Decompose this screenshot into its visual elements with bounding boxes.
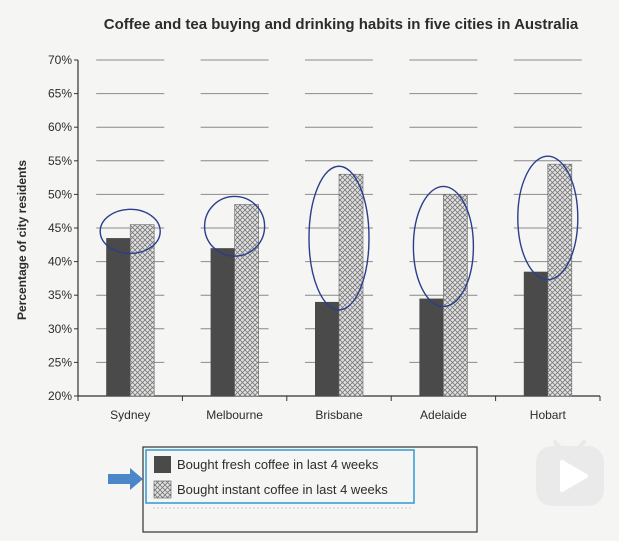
bar-fresh-coffee	[523, 271, 548, 396]
y-tick-label: 45%	[48, 221, 72, 235]
bar-fresh-coffee	[106, 238, 131, 396]
legend-highlight-box	[145, 449, 415, 504]
x-tick-label: Sydney	[110, 408, 150, 422]
y-tick-label: 25%	[48, 355, 72, 369]
x-tick-label: Brisbane	[315, 408, 363, 422]
y-tick-label: 35%	[48, 288, 72, 302]
legend-label-fresh-coffee: Bought fresh coffee in last 4 weeks	[177, 457, 379, 472]
legend: Bought fresh coffee in last 4 weeks Boug…	[142, 446, 478, 533]
pointer-arrow-icon	[108, 468, 143, 490]
y-tick-label: 70%	[48, 53, 72, 67]
y-tick-label: 55%	[48, 154, 72, 168]
bar-instant-coffee	[443, 194, 468, 397]
highlight-circle	[412, 185, 475, 308]
x-tick-label: Melbourne	[206, 408, 263, 422]
legend-box	[142, 446, 478, 533]
chart-title: Coffee and tea buying and drinking habit…	[104, 16, 579, 33]
x-tick-label: Hobart	[530, 408, 567, 422]
y-axis-label: Percentage of city residents	[15, 160, 29, 320]
highlight-circle	[203, 195, 266, 257]
bar-fresh-coffee	[315, 301, 339, 396]
legend-label-instant-coffee: Bought instant coffee in last 4 weeks	[177, 482, 388, 497]
y-tick-label: 30%	[48, 322, 72, 336]
y-tick-label: 50%	[48, 187, 72, 201]
bar-instant-coffee	[129, 224, 155, 397]
highlight-circle	[308, 165, 370, 311]
y-tick-labels: 20% 25% 30% 35% 40% 45% 50% 55% 60% 65% 70%	[48, 53, 72, 403]
bar-fresh-coffee	[419, 298, 444, 396]
y-tick-label: 65%	[48, 87, 72, 101]
legend-swatch-instant-coffee	[153, 480, 172, 499]
bar-instant-coffee	[547, 163, 573, 397]
legend-swatch-fresh-coffee	[154, 456, 171, 473]
bar-fresh-coffee	[210, 248, 235, 396]
highlight-circles	[99, 155, 579, 311]
x-tick-label: Adelaide	[420, 408, 467, 422]
x-tick-labels: Sydney Melbourne Brisbane Adelaide Hobart	[110, 408, 566, 422]
bar-instant-coffee	[338, 173, 364, 397]
play-badge-icon[interactable]	[536, 440, 604, 506]
bar-instant-coffee	[234, 204, 259, 397]
highlight-circle	[99, 208, 161, 255]
y-tick-label: 60%	[48, 120, 72, 134]
y-tick-label: 40%	[48, 255, 72, 269]
bars	[106, 163, 573, 397]
highlight-circle	[517, 155, 579, 281]
y-tick-label: 20%	[48, 389, 72, 403]
